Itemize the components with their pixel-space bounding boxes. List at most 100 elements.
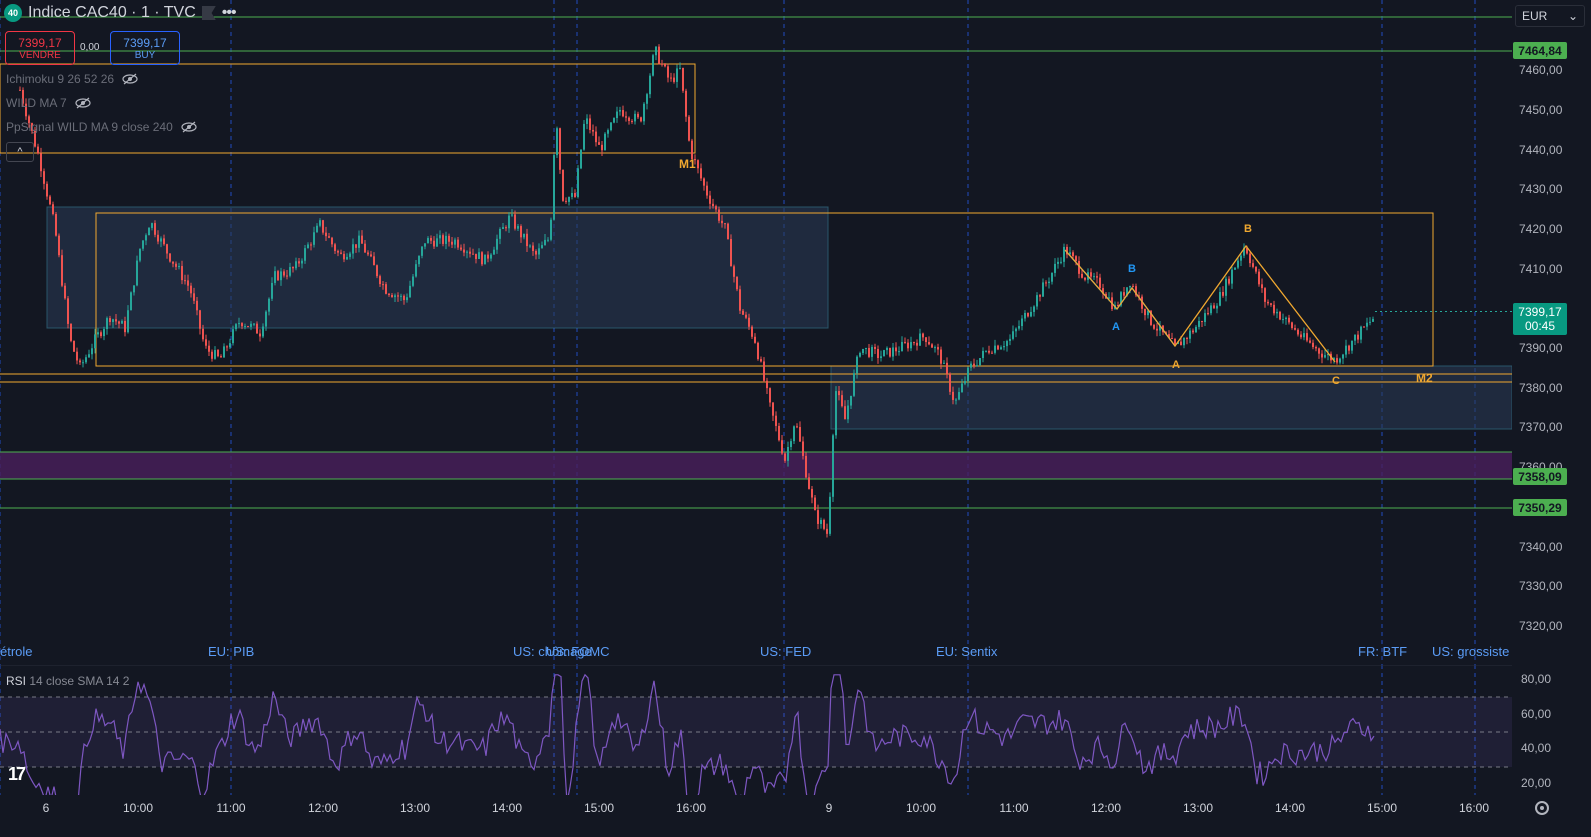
- event-label[interactable]: US: FOMC: [546, 644, 610, 659]
- candle-body: [406, 297, 408, 301]
- candle-body: [1309, 340, 1311, 343]
- candle-body: [436, 238, 438, 247]
- candle-body: [1144, 308, 1146, 316]
- indicator-wild-ma[interactable]: WILD MA 7: [6, 96, 91, 110]
- collapse-legend-button[interactable]: ^: [6, 142, 34, 162]
- time-tick: 16:00: [675, 801, 707, 815]
- symbol-title[interactable]: Indice CAC40 · 1 · TVC: [28, 4, 196, 21]
- candle-body: [1348, 345, 1350, 351]
- candle-body: [619, 110, 621, 112]
- event-label[interactable]: étrole: [0, 644, 33, 659]
- rsi-tick: 20,00: [1521, 776, 1552, 790]
- candle-body: [88, 354, 90, 358]
- flag-icon[interactable]: [201, 6, 216, 20]
- candle-body: [34, 130, 36, 147]
- candle-body: [1102, 288, 1104, 294]
- candle-body: [1264, 288, 1266, 302]
- eye-hidden-icon[interactable]: [75, 97, 91, 109]
- candle-body: [1270, 303, 1272, 305]
- candle-body: [1321, 353, 1323, 358]
- candle-body: [943, 362, 945, 364]
- event-label[interactable]: US: chômage: [513, 644, 592, 659]
- candle-body: [550, 219, 552, 240]
- candle-body: [490, 254, 492, 259]
- candle-body: [1030, 311, 1032, 317]
- candle-body: [415, 264, 417, 277]
- settings-icon[interactable]: [1535, 801, 1549, 815]
- candle-body: [1078, 261, 1080, 274]
- rsi-chart[interactable]: [0, 665, 1512, 795]
- candle-body: [730, 239, 732, 267]
- candle-body: [229, 343, 231, 348]
- candle-body: [136, 260, 138, 286]
- candle-body: [274, 271, 276, 283]
- candle-body: [568, 196, 570, 202]
- event-label[interactable]: EU: Sentix: [936, 644, 998, 659]
- candle-body: [1366, 322, 1368, 327]
- candle-body: [538, 248, 540, 255]
- candle-body: [247, 326, 249, 328]
- candle-body: [64, 285, 66, 299]
- current-price: 7399,17: [1518, 305, 1562, 319]
- event-label[interactable]: US: grossiste: [1432, 644, 1510, 659]
- candle-body: [1240, 255, 1242, 261]
- candle-body: [1285, 317, 1287, 320]
- eye-hidden-icon[interactable]: [181, 121, 197, 133]
- candle-body: [973, 363, 975, 366]
- candle-body: [1018, 326, 1020, 329]
- candle-body: [1159, 325, 1161, 331]
- candle-body: [541, 245, 543, 249]
- candle-body: [1267, 301, 1269, 304]
- candle-body: [301, 260, 303, 264]
- candle-body: [352, 244, 354, 254]
- sell-label: VENDRE: [19, 49, 61, 61]
- candle-body: [556, 128, 558, 156]
- candle-body: [1096, 276, 1098, 278]
- candle-body: [214, 349, 216, 359]
- time-tick: 10:00: [905, 801, 937, 815]
- candle-body: [883, 350, 885, 357]
- candle-body: [1282, 319, 1284, 321]
- candle-body: [1108, 297, 1110, 299]
- candle-body: [1153, 324, 1155, 329]
- candle-body: [79, 360, 81, 363]
- candle-body: [382, 284, 384, 286]
- candle-body: [1072, 252, 1074, 257]
- candle-body: [1219, 292, 1221, 306]
- candle-body: [559, 128, 561, 170]
- candle-body: [292, 267, 294, 269]
- price-chart[interactable]: [0, 0, 1512, 665]
- candle-body: [640, 117, 642, 122]
- candle-body: [946, 362, 948, 374]
- sell-button[interactable]: 7399,17 VENDRE: [5, 31, 75, 65]
- indicator-ppsignal[interactable]: PpSignal WILD MA 9 close 240: [6, 120, 197, 134]
- candle-body: [685, 90, 687, 117]
- candle-body: [916, 342, 918, 346]
- candle-body: [181, 266, 183, 281]
- candle-body: [778, 425, 780, 441]
- candle-body: [1138, 295, 1140, 297]
- candle-body: [316, 225, 318, 233]
- candle-body: [649, 75, 651, 95]
- buy-button[interactable]: 7399,17 BUY: [110, 31, 180, 65]
- candle-body: [1129, 285, 1131, 288]
- more-options-icon[interactable]: •••: [221, 4, 237, 21]
- candle-body: [892, 347, 894, 357]
- candle-body: [412, 276, 414, 286]
- candle-body: [358, 235, 360, 248]
- time-tick: 11:00: [999, 801, 1029, 815]
- event-label[interactable]: US: FED: [760, 644, 812, 659]
- level-tag: 7358,09: [1513, 468, 1567, 485]
- event-label[interactable]: FR: BTF: [1358, 644, 1408, 659]
- indicator-ichimoku[interactable]: Ichimoku 9 26 52 26: [6, 72, 138, 86]
- tradingview-logo-icon[interactable]: 17: [8, 764, 26, 784]
- candle-body: [1036, 295, 1038, 307]
- candle-body: [712, 203, 714, 207]
- eye-hidden-icon[interactable]: [122, 73, 138, 85]
- currency-select[interactable]: EUR ⌄: [1515, 5, 1585, 27]
- candle-body: [370, 254, 372, 257]
- event-label[interactable]: EU: PIB: [208, 644, 255, 659]
- rsi-legend[interactable]: RSI 14 close SMA 14 2: [6, 674, 129, 688]
- candle-body: [289, 267, 291, 276]
- candle-body: [1315, 347, 1317, 349]
